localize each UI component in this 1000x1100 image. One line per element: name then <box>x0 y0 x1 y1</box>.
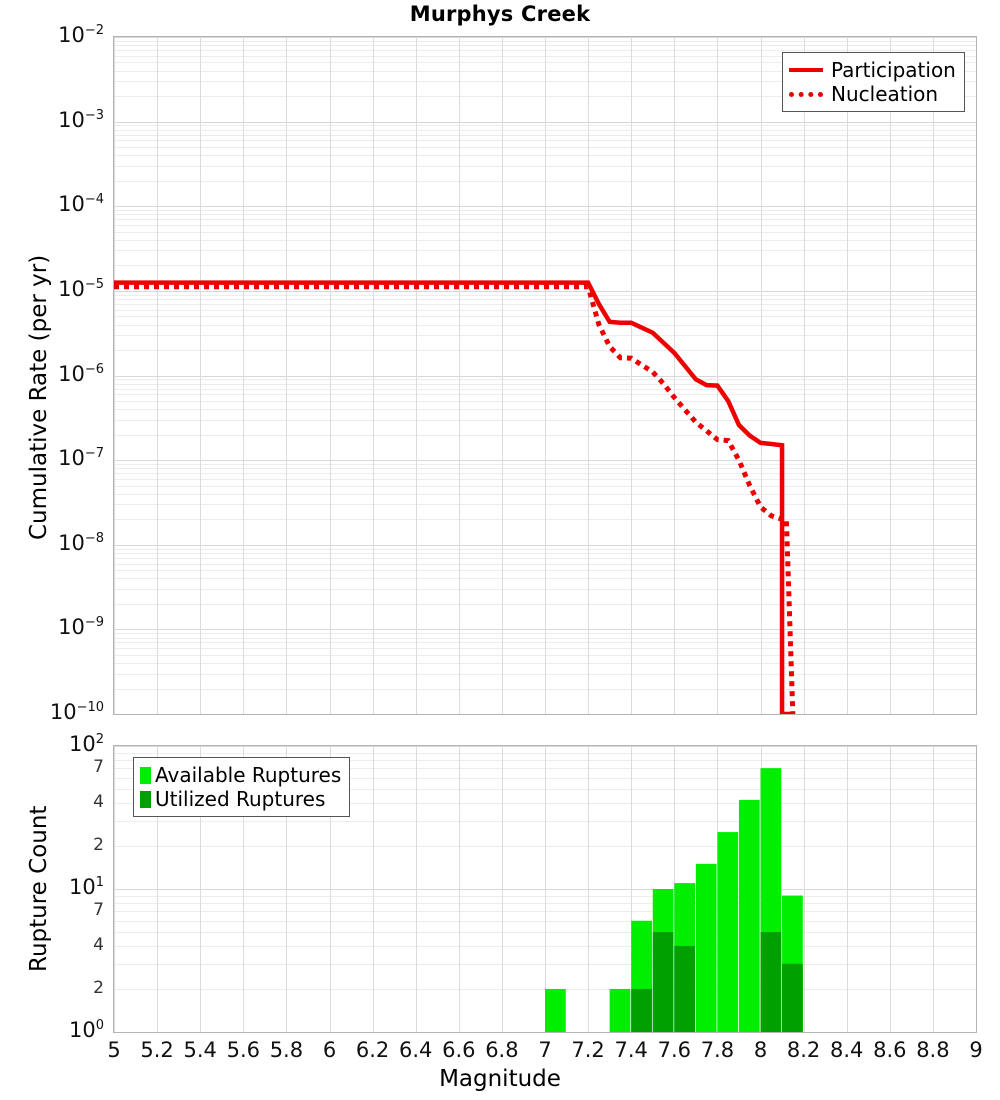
x-tick-label: 6.4 <box>398 1038 433 1062</box>
utilized-ruptures-bar <box>674 945 696 1032</box>
y-minor-tick-label: 7 <box>93 757 104 778</box>
cumulative-rate-canvas <box>114 37 976 714</box>
utilized-ruptures-bar <box>652 932 674 1032</box>
y-tick-label-top: 10−9 <box>58 615 104 640</box>
x-tick-label: 6.2 <box>355 1038 390 1062</box>
utilized-ruptures-bar <box>631 988 652 1032</box>
y-axis-title-top: Cumulative Rate (per yr) <box>26 254 52 540</box>
legend-label-available-ruptures: Available Ruptures <box>155 763 342 787</box>
legend-entry-available-ruptures[interactable]: Available Ruptures <box>140 763 341 787</box>
y-axis-title-bottom: Rupture Count <box>26 805 52 972</box>
nucleation-line-swatch-icon <box>789 91 823 97</box>
legend-entry-utilized-ruptures[interactable]: Utilized Ruptures <box>140 787 341 811</box>
available-ruptures-bar <box>545 988 566 1032</box>
utilized-ruptures-bar <box>760 932 782 1032</box>
x-tick-label: 6.8 <box>485 1038 519 1062</box>
x-tick-label: 7.8 <box>700 1038 735 1062</box>
x-tick-label: 8.6 <box>873 1038 907 1062</box>
x-tick-label: 7.6 <box>657 1038 691 1062</box>
bottom-plot-legend: Available Ruptures Utilized Ruptures <box>133 757 351 817</box>
legend-label-participation: Participation <box>831 58 956 82</box>
x-tick-label: 8 <box>753 1038 768 1062</box>
x-tick-label: 8.8 <box>916 1038 950 1062</box>
y-minor-tick-label: 7 <box>93 900 104 921</box>
y-tick-label-top: 10−5 <box>58 276 104 301</box>
participation-line-swatch-icon <box>789 68 823 72</box>
y-tick-label-bottom: 102 <box>68 732 104 756</box>
utilized-ruptures-bar <box>782 963 803 1032</box>
y-tick-label-top: 10−3 <box>58 107 104 132</box>
top-plot-legend: Participation Nucleation <box>782 52 965 112</box>
legend-entry-nucleation[interactable]: Nucleation <box>789 82 956 106</box>
available-ruptures-bar <box>738 799 760 1032</box>
x-axis-title: Magnitude <box>439 1066 561 1092</box>
cumulative-rate-plot <box>113 36 977 715</box>
x-tick-label: 8.4 <box>829 1038 864 1062</box>
x-tick-label: 6 <box>322 1038 337 1062</box>
x-tick-label: 8.2 <box>786 1038 821 1062</box>
available-ruptures-bar <box>609 988 631 1032</box>
page-title: Murphys Creek <box>409 2 591 26</box>
y-minor-tick-label: 4 <box>93 791 104 812</box>
y-tick-label-top: 10−7 <box>58 446 104 471</box>
x-tick-label: 7.4 <box>614 1038 648 1062</box>
y-tick-label-top: 10−6 <box>58 361 104 386</box>
available-ruptures-bar <box>717 832 739 1032</box>
utilized-ruptures-swatch-icon <box>140 790 151 808</box>
x-tick-label: 5.6 <box>226 1038 260 1062</box>
y-tick-label-top: 10−8 <box>58 530 104 555</box>
legend-label-nucleation: Nucleation <box>831 82 939 106</box>
x-tick-label: 5.4 <box>183 1038 217 1062</box>
rupture-count-canvas <box>114 746 976 1032</box>
x-tick-label: 5 <box>107 1038 121 1062</box>
y-tick-label-top: 10−2 <box>58 23 104 47</box>
y-minor-tick-label: 2 <box>93 977 104 998</box>
x-tick-label: 5.2 <box>140 1038 174 1062</box>
y-tick-label-top: 10−4 <box>58 192 104 217</box>
x-tick-label: 7 <box>538 1038 552 1062</box>
x-tick-label: 6.6 <box>442 1038 476 1062</box>
legend-label-utilized-ruptures: Utilized Ruptures <box>155 787 326 811</box>
y-minor-tick-label: 4 <box>93 934 104 955</box>
x-tick-label: 7.2 <box>571 1038 605 1062</box>
rupture-count-plot <box>113 745 977 1033</box>
y-tick-label-top: 10−10 <box>49 700 104 724</box>
y-tick-label-bottom: 100 <box>68 1018 104 1042</box>
available-ruptures-swatch-icon <box>140 766 151 784</box>
nucleation-curve <box>114 284 796 714</box>
x-tick-label: 5.8 <box>269 1038 304 1062</box>
available-ruptures-bar <box>695 863 717 1032</box>
x-tick-label: 9 <box>969 1038 983 1062</box>
legend-entry-participation[interactable]: Participation <box>789 58 956 82</box>
participation-curve <box>114 280 796 714</box>
y-minor-tick-label: 2 <box>93 834 104 855</box>
y-tick-label-bottom: 101 <box>68 875 104 899</box>
